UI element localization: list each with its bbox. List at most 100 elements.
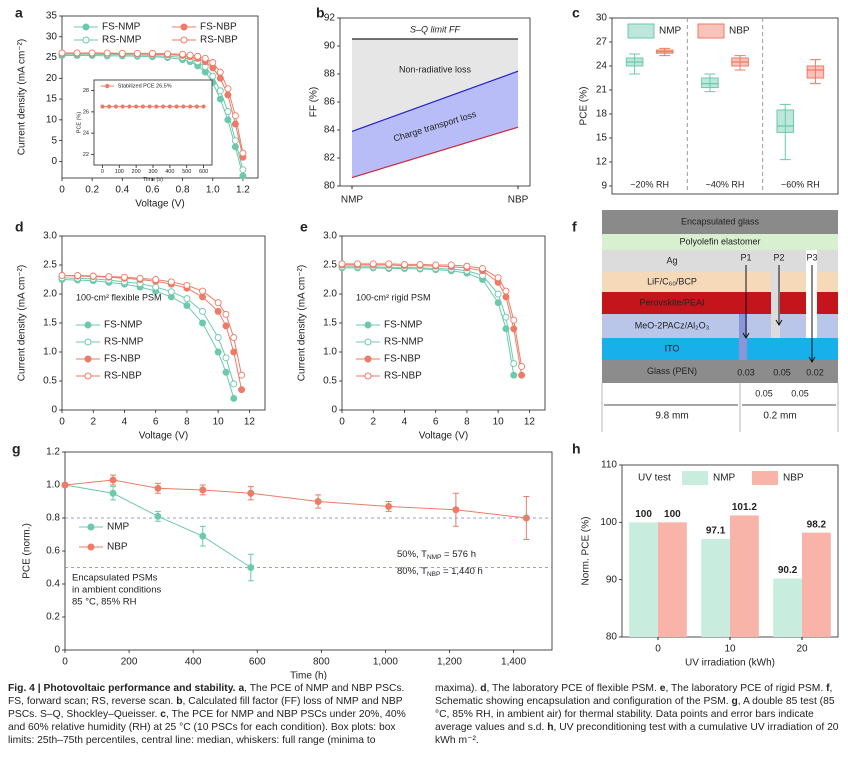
layer-label: Encapsulated glass <box>681 216 760 226</box>
data-point <box>369 260 377 268</box>
data-point <box>133 49 141 57</box>
data-point <box>186 51 194 59</box>
y-tick-label: 24 <box>83 131 89 137</box>
y-tick-label: 25 <box>46 52 58 63</box>
annotation-part: 50%, T <box>397 549 427 560</box>
plot-frame <box>93 79 213 166</box>
y-tick-label: 30 <box>596 13 608 24</box>
y-tick-label: 1.0 <box>43 347 57 358</box>
legend-label: RS-NBP <box>384 371 422 382</box>
caption-panel: g <box>731 696 738 707</box>
layer-label: MeO-2PACz/Al₂O₃ <box>635 320 710 330</box>
layer <box>602 338 838 360</box>
y-tick-label: 80 <box>324 181 336 192</box>
x-tick-label: 1,400 <box>501 657 526 668</box>
x-tick-label: 1,200 <box>437 657 462 668</box>
layer <box>602 250 838 272</box>
data-point <box>510 371 518 379</box>
x-tick-label: 10 <box>724 644 736 655</box>
y-tick-label: 90 <box>324 41 336 52</box>
data-point <box>222 322 230 330</box>
group-label: ~20% RH <box>630 179 669 189</box>
legend-label: FS-NMP <box>102 22 141 33</box>
y-tick-label: 15 <box>596 133 608 144</box>
data-point <box>479 264 487 272</box>
y-tick-label: 27 <box>596 37 608 48</box>
y-tick-label: 100 <box>600 517 617 528</box>
x-tick-label: 0.8 <box>176 185 190 196</box>
annotation-part: = 1,440 h <box>440 566 483 577</box>
y-tick-label: 10 <box>46 114 58 125</box>
dimension-label: 0.02 <box>806 367 824 377</box>
data-point <box>214 299 222 307</box>
x-tick-label: 10 <box>493 417 505 428</box>
y-tick-label: 88 <box>324 69 336 80</box>
data-point <box>105 273 113 281</box>
annotation-part: 80%, T <box>397 566 427 577</box>
legend-marker <box>84 321 92 329</box>
data-point <box>209 72 217 80</box>
plot-frame <box>61 235 266 411</box>
data-point <box>239 172 247 180</box>
legend-label: RS-NMP <box>104 337 144 348</box>
data-point <box>231 137 239 145</box>
panel-label: c <box>572 5 580 21</box>
bar <box>658 522 687 637</box>
annotation-part: NBP <box>427 571 440 578</box>
legend-label: NBP <box>729 26 750 37</box>
legend-label: RS-NBP <box>200 35 238 46</box>
layer <box>602 210 838 234</box>
data-point <box>224 85 232 93</box>
y-tick-label: 86 <box>324 97 336 108</box>
annotation: 85 °C, 85% RH <box>72 597 137 608</box>
legend-swatch <box>752 471 778 485</box>
legend-label: FS-NMP <box>104 320 143 331</box>
layer <box>602 360 838 383</box>
x-tick-label: 0 <box>339 417 345 428</box>
y-tick-label: 12 <box>596 157 608 168</box>
y-tick-label: 0 <box>51 156 57 167</box>
data-point <box>385 260 393 268</box>
layer-label: LiF/C₆₀/BCP <box>647 276 697 286</box>
legend-marker <box>364 338 372 346</box>
y-axis-label: PCE (%) <box>76 112 82 134</box>
x-tick-label: 0.2 <box>85 185 99 196</box>
bar <box>629 522 658 637</box>
value-label: 98.2 <box>807 519 827 530</box>
y-tick-label: 80 <box>606 632 618 643</box>
y-tick-label: 0.5 <box>43 376 57 387</box>
y-tick-label: 3.0 <box>323 231 337 242</box>
y-tick-label: 92 <box>324 13 336 24</box>
plot-frame <box>64 451 553 651</box>
data-point <box>140 104 146 109</box>
x-tick-label: 300 <box>148 169 157 175</box>
x-tick-label: 0 <box>655 644 661 655</box>
x-tick-label: 12 <box>244 417 256 428</box>
data-point <box>118 49 126 57</box>
legend-swatch <box>697 23 725 39</box>
data-point <box>502 287 510 295</box>
layer-label: Perovskite/PEAI <box>639 297 704 307</box>
data-point <box>199 486 207 494</box>
group-label: ~40% RH <box>706 179 745 189</box>
data-point <box>209 59 217 67</box>
x-tick-label: 20 <box>796 644 808 655</box>
x-tick-label: 6 <box>433 417 439 428</box>
data-point <box>222 354 230 362</box>
annotation-part: = 576 h <box>441 549 476 560</box>
data-point <box>314 498 322 505</box>
series-line <box>351 70 519 132</box>
caption-panel: d <box>480 683 487 694</box>
data-point <box>183 302 191 310</box>
x-tick-label: 0.6 <box>146 185 160 196</box>
y-tick-label: 2.0 <box>43 289 57 300</box>
legend-marker <box>82 36 90 44</box>
x-tick-label: NBP <box>508 195 529 206</box>
x-tick-label: 400 <box>185 657 202 668</box>
scribe-label: P1 <box>740 252 751 262</box>
data-point <box>167 278 175 286</box>
data-point <box>120 273 128 281</box>
y-tick-label: 5 <box>51 135 57 146</box>
dimension-label: 0.05 <box>755 388 773 398</box>
data-point <box>231 112 239 120</box>
